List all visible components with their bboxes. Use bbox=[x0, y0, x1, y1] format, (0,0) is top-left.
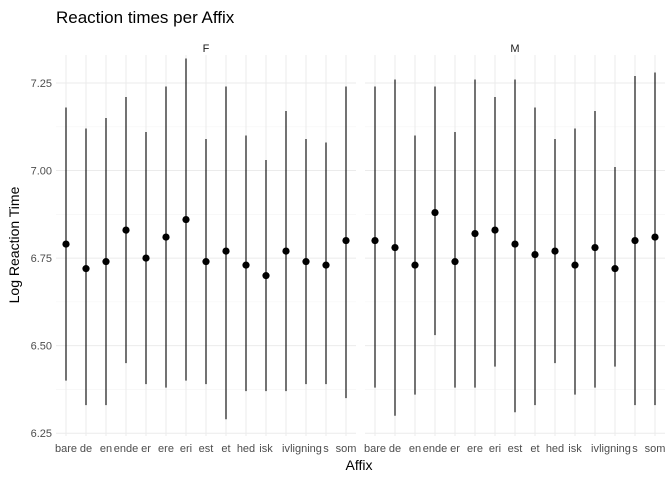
data-point bbox=[591, 244, 599, 252]
data-point bbox=[182, 215, 190, 224]
data-point bbox=[222, 247, 230, 255]
data-point bbox=[571, 261, 579, 269]
x-tick-label: ligning bbox=[290, 443, 322, 455]
x-tick-label: iv bbox=[282, 443, 290, 455]
x-tick-label: ende bbox=[423, 443, 447, 455]
data-point bbox=[651, 233, 659, 241]
x-tick-label: en bbox=[100, 443, 112, 455]
x-tick-label: ere bbox=[467, 443, 483, 455]
data-point bbox=[611, 265, 619, 273]
data-point bbox=[371, 236, 379, 245]
data-point bbox=[282, 247, 290, 255]
data-point bbox=[531, 251, 539, 259]
data-point bbox=[82, 265, 90, 273]
x-tick-label: et bbox=[221, 443, 230, 455]
x-tick-label: som bbox=[645, 443, 666, 455]
data-point bbox=[411, 261, 419, 269]
x-tick-label: est bbox=[508, 443, 523, 455]
data-point bbox=[322, 261, 330, 269]
data-point bbox=[262, 272, 270, 280]
data-point bbox=[162, 233, 170, 241]
y-tick-label: 7.00 bbox=[31, 166, 52, 178]
facet-label-M: M bbox=[510, 43, 519, 55]
data-point bbox=[391, 244, 399, 252]
facet-label-F: F bbox=[203, 43, 210, 55]
data-point bbox=[451, 258, 459, 266]
data-point bbox=[431, 208, 439, 217]
y-axis-title: Log Reaction Time bbox=[6, 186, 22, 303]
x-tick-label: s bbox=[323, 443, 329, 455]
x-tick-label: isk bbox=[568, 443, 582, 455]
x-tick-label: eri bbox=[489, 443, 501, 455]
data-point bbox=[551, 247, 559, 255]
y-tick-label: 6.25 bbox=[31, 428, 52, 440]
data-point bbox=[631, 236, 639, 245]
data-point bbox=[302, 258, 310, 266]
data-point bbox=[242, 261, 250, 269]
x-tick-label: hed bbox=[546, 443, 564, 455]
x-tick-label: ende bbox=[114, 443, 138, 455]
data-point bbox=[62, 240, 70, 248]
x-tick-label: isk bbox=[259, 443, 273, 455]
y-tick-label: 6.75 bbox=[31, 253, 52, 265]
x-tick-label: bare bbox=[364, 443, 386, 455]
data-point bbox=[142, 254, 150, 262]
x-tick-label: som bbox=[336, 443, 357, 455]
x-tick-label: ligning bbox=[599, 443, 631, 455]
data-point bbox=[202, 258, 210, 266]
chart-title: Reaction times per Affix bbox=[56, 8, 235, 27]
x-tick-label: er bbox=[141, 443, 151, 455]
data-point bbox=[102, 258, 110, 266]
data-point bbox=[122, 226, 130, 234]
x-tick-label: de bbox=[80, 443, 92, 455]
x-tick-label: bare bbox=[55, 443, 77, 455]
x-tick-label: en bbox=[409, 443, 421, 455]
x-tick-label: et bbox=[530, 443, 539, 455]
x-axis-title: Affix bbox=[346, 457, 373, 473]
y-tick-label: 7.25 bbox=[31, 78, 52, 90]
x-tick-label: de bbox=[389, 443, 401, 455]
x-tick-label: s bbox=[632, 443, 638, 455]
data-point bbox=[471, 229, 479, 238]
data-point bbox=[342, 236, 350, 245]
x-tick-label: hed bbox=[237, 443, 255, 455]
x-tick-label: ere bbox=[158, 443, 174, 455]
x-tick-label: er bbox=[450, 443, 460, 455]
x-tick-label: iv bbox=[591, 443, 599, 455]
x-tick-label: eri bbox=[180, 443, 192, 455]
y-tick-label: 6.50 bbox=[31, 341, 52, 353]
data-point bbox=[491, 226, 499, 234]
x-tick-label: est bbox=[199, 443, 214, 455]
data-point bbox=[511, 240, 519, 248]
